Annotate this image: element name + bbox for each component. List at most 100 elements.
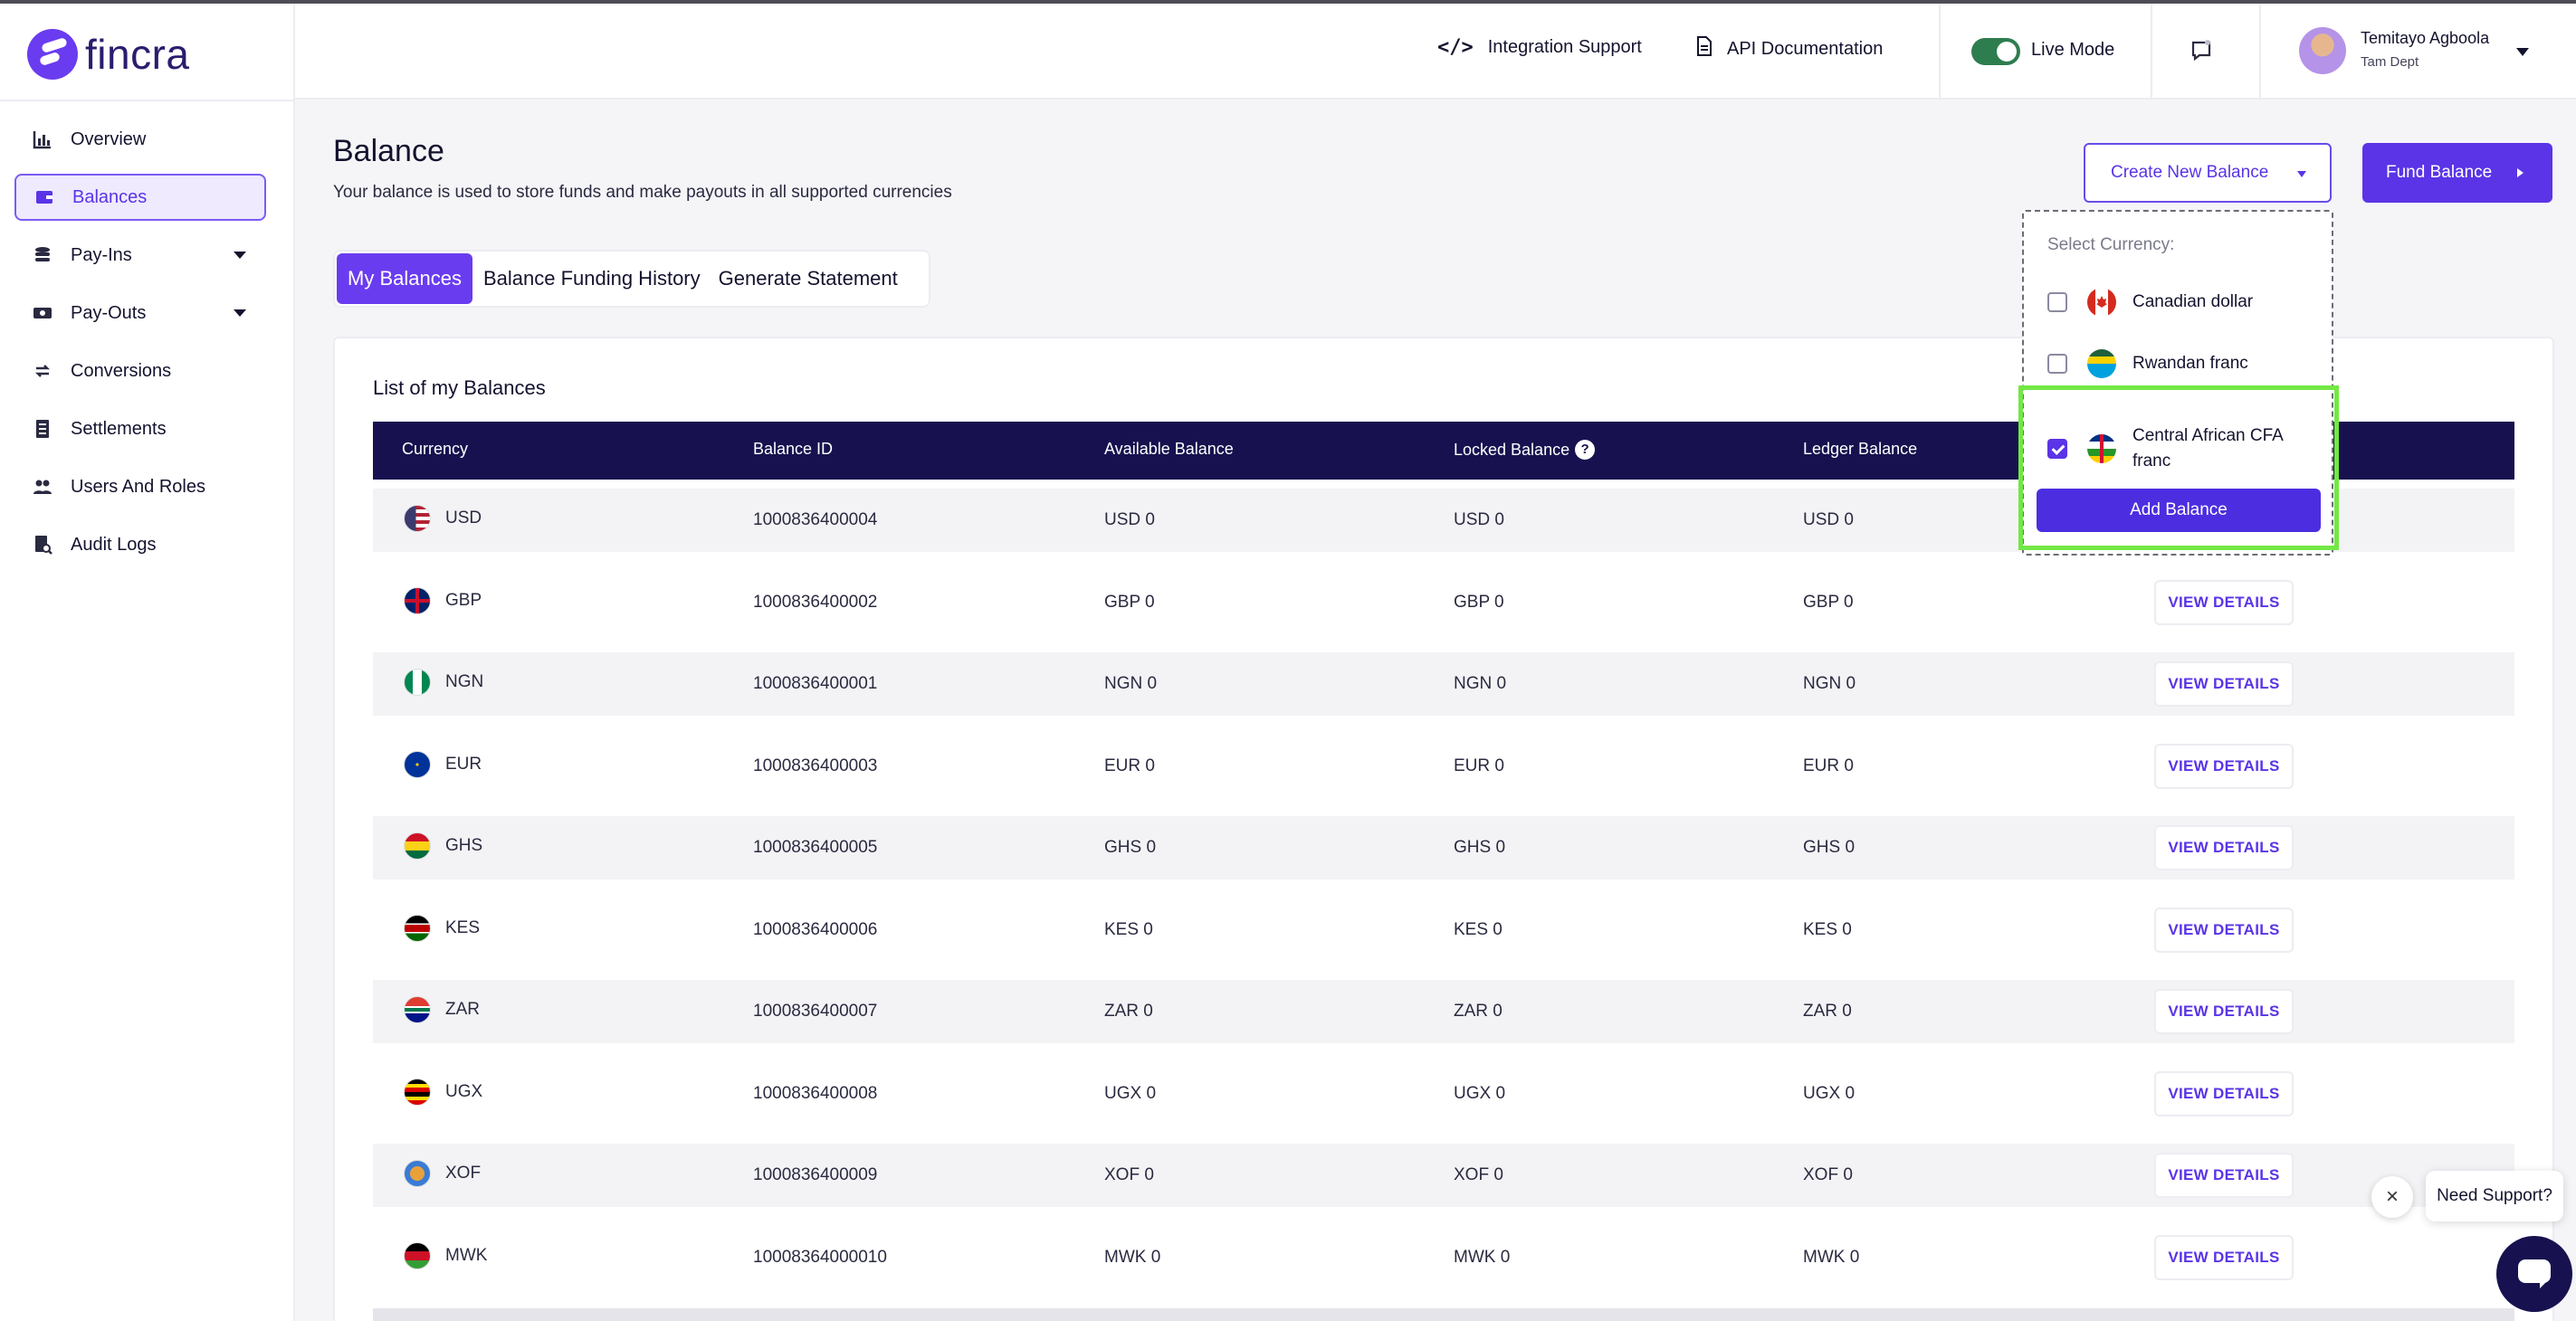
chat-icon[interactable] — [2496, 1236, 2572, 1312]
help-icon[interactable]: ? — [1575, 440, 1596, 460]
sidebar-item-audit-logs[interactable]: Audit Logs — [14, 521, 266, 568]
avatar[interactable] — [2299, 27, 2346, 74]
close-icon[interactable]: × — [2371, 1176, 2413, 1218]
sidebar-item-users-and-roles[interactable]: Users And Roles — [14, 463, 266, 510]
view-details-button[interactable]: VIEW DETAILS — [2154, 1234, 2294, 1280]
view-details-button[interactable]: VIEW DETAILS — [2154, 825, 2294, 870]
locked-balance-cell: EUR 0 — [1454, 756, 1504, 775]
available-balance-cell: EUR 0 — [1104, 756, 1155, 775]
table-row: GBP 1000836400002 GBP 0 GBP 0 GBP 0 VIEW DETA… — [373, 571, 2514, 634]
selection-highlight — [2018, 385, 2339, 550]
logo[interactable]: fincra — [27, 27, 189, 81]
currency-code: KES — [445, 917, 481, 937]
currency-cell: MWK — [404, 1241, 488, 1269]
live-mode-toggle[interactable] — [1971, 38, 2020, 65]
table-row: UGX 1000836400008 UGX 0 UGX 0 UGX 0 VIEW DETA… — [373, 1062, 2514, 1126]
locked-balance-cell: GBP 0 — [1454, 592, 1504, 612]
locked-balance-label: Locked Balance — [1454, 440, 1570, 459]
column-header-locked-balance: Locked Balance ? — [1454, 440, 1596, 460]
table-row: EUR 1000836400003 EUR 0 EUR 0 EUR 0 VIEW DETA… — [373, 735, 2514, 798]
fincra-logo-icon — [27, 29, 78, 80]
sidebar-item-label: Pay-Ins — [71, 244, 132, 265]
sidebar-item-label: Balances — [72, 186, 148, 207]
integration-support-label: Integration Support — [1487, 37, 1642, 57]
checkbox[interactable] — [2047, 354, 2067, 374]
sidebar: fincra Overview Balances Pay-Ins — [0, 4, 295, 1321]
currency-cell: EUR — [404, 750, 482, 778]
table-row-partial — [373, 1308, 2514, 1321]
currency-option-label: Rwandan franc — [2132, 354, 2248, 373]
currency-cell: XOF — [404, 1160, 481, 1187]
checkbox[interactable] — [2047, 292, 2067, 312]
sidebar-item-conversions[interactable]: Conversions — [14, 347, 266, 394]
fund-balance-button[interactable]: Fund Balance — [2362, 143, 2552, 203]
api-documentation-link[interactable]: API Documentation — [1696, 36, 1883, 62]
view-details-button[interactable]: VIEW DETAILS — [2154, 907, 2294, 953]
need-support-bubble[interactable]: Need Support? — [2426, 1171, 2563, 1221]
sidebar-item-label: Conversions — [71, 360, 172, 381]
canada-flag-icon — [2087, 288, 2116, 317]
currency-option-central-african-cfa-franc[interactable]: Central African CFA franc — [2047, 423, 2319, 474]
view-details-button[interactable]: VIEW DETAILS — [2154, 989, 2294, 1034]
users-icon — [33, 477, 52, 497]
create-new-balance-button[interactable]: Create New Balance — [2084, 143, 2332, 203]
integration-support-link[interactable]: </> Integration Support — [1437, 36, 1642, 59]
sidebar-item-balances[interactable]: Balances — [14, 174, 266, 221]
chart-icon — [33, 129, 52, 149]
caret-down-icon — [2297, 171, 2306, 177]
ledger-balance-cell: EUR 0 — [1803, 756, 1854, 775]
add-balance-button[interactable]: Add Balance — [2037, 489, 2321, 532]
available-balance-cell: UGX 0 — [1104, 1083, 1157, 1103]
ledger-balance-cell: GBP 0 — [1803, 592, 1854, 612]
available-balance-cell: USD 0 — [1104, 510, 1155, 529]
caret-right-icon — [2517, 168, 2524, 177]
user-menu-caret-icon[interactable] — [2516, 48, 2529, 56]
view-details-button[interactable]: VIEW DETAILS — [2154, 1070, 2294, 1117]
view-details-button[interactable]: VIEW DETAILS — [2154, 743, 2294, 789]
balance-id-cell: 1000836400009 — [753, 1165, 878, 1184]
coins-icon — [33, 245, 52, 265]
balance-id-cell: 1000836400005 — [753, 838, 878, 857]
currency-code: UGX — [445, 1081, 483, 1101]
locked-balance-cell: USD 0 — [1454, 510, 1504, 529]
currency-option-rwandan-franc[interactable]: Rwandan franc — [2047, 349, 2248, 378]
table-row: ZAR 1000836400007 ZAR 0 ZAR 0 ZAR 0 VIEW DETA… — [373, 980, 2514, 1043]
column-header-balance-id: Balance ID — [753, 440, 834, 458]
currency-option-canadian-dollar[interactable]: Canadian dollar — [2047, 288, 2253, 317]
view-details-button[interactable]: VIEW DETAILS — [2154, 1153, 2294, 1198]
tab-my-balances[interactable]: My Balances — [337, 253, 472, 304]
view-details-button[interactable]: VIEW DETAILS — [2154, 661, 2294, 707]
ledger-balance-cell: USD 0 — [1803, 510, 1854, 529]
ledger-icon — [33, 419, 52, 439]
ledger-balance-cell: MWK 0 — [1803, 1247, 1860, 1267]
view-details-button[interactable]: VIEW DETAILS — [2154, 579, 2294, 625]
tab-generate-statement[interactable]: Generate Statement — [718, 267, 898, 290]
tab-balance-funding-history[interactable]: Balance Funding History — [482, 267, 701, 290]
checkbox-checked[interactable] — [2047, 439, 2067, 459]
notification-icon[interactable] — [2183, 33, 2219, 69]
balance-id-cell: 10008364000010 — [753, 1247, 887, 1267]
column-header-currency: Currency — [402, 440, 469, 458]
audit-icon — [33, 535, 52, 555]
sidebar-item-overview[interactable]: Overview — [14, 116, 266, 163]
wallet-icon — [34, 187, 54, 207]
api-documentation-label: API Documentation — [1727, 38, 1884, 59]
us-flag-icon — [404, 505, 431, 532]
column-header-available-balance: Available Balance — [1104, 440, 1234, 458]
column-header-ledger-balance: Ledger Balance — [1803, 440, 1918, 458]
user-dept: Tam Dept — [2361, 54, 2419, 70]
ledger-balance-cell: KES 0 — [1803, 919, 1852, 939]
available-balance-cell: ZAR 0 — [1104, 1002, 1153, 1021]
sidebar-item-settlements[interactable]: Settlements — [14, 405, 266, 452]
header-divider — [2151, 4, 2152, 98]
ke-flag-icon — [404, 914, 431, 942]
ug-flag-icon — [404, 1078, 431, 1106]
currency-code: MWK — [445, 1245, 488, 1265]
available-balance-cell: MWK 0 — [1104, 1247, 1161, 1267]
sidebar-item-pay-outs[interactable]: Pay-Outs — [14, 290, 266, 337]
sidebar-item-pay-ins[interactable]: Pay-Ins — [14, 232, 266, 279]
table-row: MWK 10008364000010 MWK 0 MWK 0 MWK 0 VIEW DET… — [373, 1226, 2514, 1289]
table-title: List of my Balances — [373, 376, 546, 399]
locked-balance-cell: UGX 0 — [1454, 1083, 1506, 1103]
page-title: Balance — [333, 134, 444, 168]
